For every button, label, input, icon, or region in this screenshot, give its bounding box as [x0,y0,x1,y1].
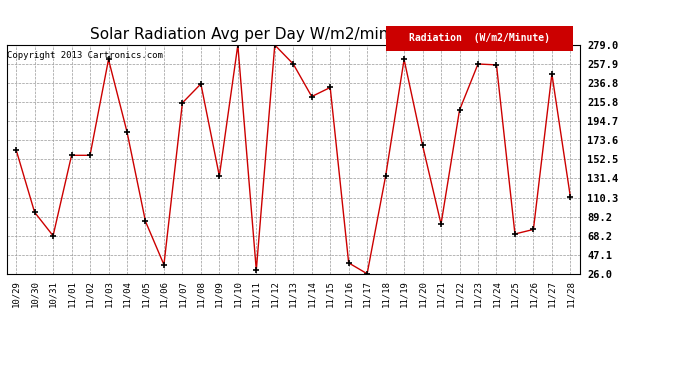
Title: Solar Radiation Avg per Day W/m2/minute 20131128: Solar Radiation Avg per Day W/m2/minute … [90,27,496,42]
Text: Copyright 2013 Cartronics.com: Copyright 2013 Cartronics.com [7,51,163,60]
Text: Radiation  (W/m2/Minute): Radiation (W/m2/Minute) [409,33,550,44]
